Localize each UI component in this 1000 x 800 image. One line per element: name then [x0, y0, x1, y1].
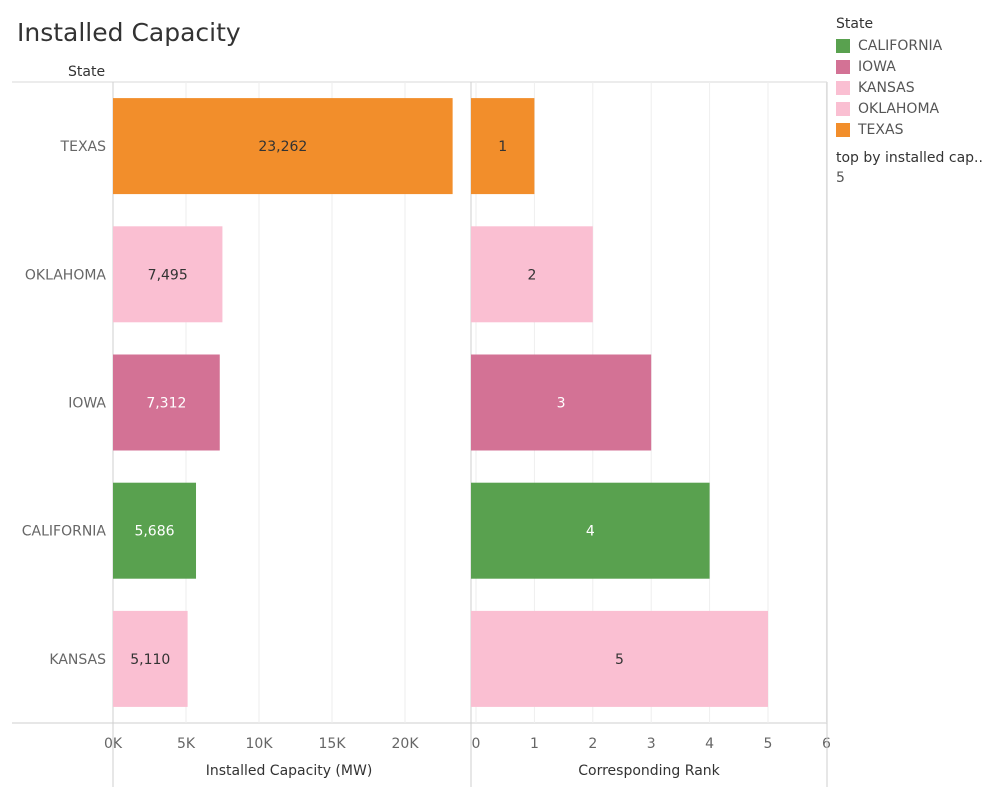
bar	[471, 98, 535, 195]
bar	[113, 482, 197, 579]
legend-item[interactable]: KANSAS	[836, 77, 996, 98]
category-label: OKLAHOMA	[25, 267, 107, 283]
bar	[113, 98, 453, 195]
x-tick-label: 10K	[246, 736, 274, 752]
bar-value-label: 4	[586, 524, 595, 540]
parameter-value[interactable]: 5	[836, 170, 845, 186]
legend-swatch	[836, 59, 850, 74]
category-label: CALIFORNIA	[22, 524, 107, 540]
bar-value-label: 7,312	[146, 396, 186, 412]
bar	[113, 226, 223, 323]
legend-label: CALIFORNIA	[858, 37, 943, 54]
x-tick-label: 4	[705, 736, 714, 752]
bar	[471, 354, 652, 451]
bar-value-label: 1	[498, 139, 507, 155]
x-tick-label: 2	[588, 736, 597, 752]
bar	[113, 354, 220, 451]
bar	[471, 610, 768, 707]
bar-value-label: 5	[615, 652, 624, 668]
category-label: IOWA	[68, 396, 106, 412]
bar-value-label: 5,686	[134, 524, 174, 540]
legend-item[interactable]: CALIFORNIA	[836, 35, 996, 56]
category-label: TEXAS	[60, 139, 107, 155]
bar-value-label: 3	[557, 396, 566, 412]
x-tick-label: 6	[822, 736, 830, 752]
legend-label: KANSAS	[858, 79, 915, 96]
legend-swatch	[836, 38, 850, 53]
bar-value-label: 5,110	[130, 652, 170, 668]
parameter-label: top by installed cap..	[836, 150, 983, 166]
legend-label: TEXAS	[858, 121, 904, 138]
bar	[471, 482, 710, 579]
bar-value-label: 23,262	[258, 139, 307, 155]
legend-label: IOWA	[858, 58, 896, 75]
bar-value-label: 7,495	[148, 267, 188, 283]
bar-value-label: 2	[527, 267, 536, 283]
legend-item[interactable]: OKLAHOMA	[836, 98, 996, 119]
category-label: KANSAS	[49, 652, 106, 668]
x-tick-label: 3	[647, 736, 656, 752]
row-header: State	[68, 64, 105, 80]
legend-item[interactable]: TEXAS	[836, 119, 996, 140]
legend-swatch	[836, 101, 850, 116]
x-tick-label: 5K	[177, 736, 196, 752]
x-tick-label: 20K	[392, 736, 420, 752]
legend-items: CALIFORNIA IOWA KANSAS OKLAHOMA TEXAS	[836, 35, 996, 140]
legend-item[interactable]: IOWA	[836, 56, 996, 77]
x-axis-title: Corresponding Rank	[578, 763, 720, 779]
x-tick-label: 1	[530, 736, 539, 752]
x-tick-label: 0	[472, 736, 481, 752]
chart-title: Installed Capacity	[17, 18, 241, 47]
legend-swatch	[836, 122, 850, 137]
bar	[113, 610, 188, 707]
color-legend: State CALIFORNIA IOWA KANSAS OKLAHOMA TEXAS …	[836, 16, 996, 186]
legend-label: OKLAHOMA	[858, 100, 940, 117]
legend-swatch	[836, 80, 850, 95]
x-tick-label: 15K	[319, 736, 347, 752]
x-tick-label: 5	[764, 736, 773, 752]
x-axis-title: Installed Capacity (MW)	[206, 763, 373, 779]
legend-title: State	[836, 16, 874, 32]
bar	[471, 226, 593, 323]
